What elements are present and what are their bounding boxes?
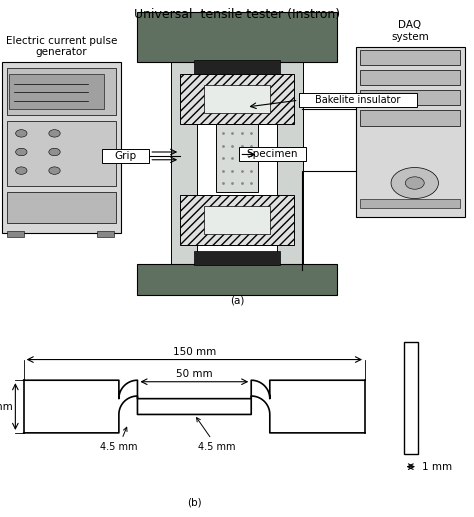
Circle shape xyxy=(405,177,424,189)
Circle shape xyxy=(16,167,27,174)
Bar xyxy=(360,199,460,208)
Bar xyxy=(180,195,294,245)
Text: 150 mm: 150 mm xyxy=(173,346,216,357)
Text: 15 mm: 15 mm xyxy=(0,402,12,412)
Bar xyxy=(9,74,104,109)
Bar xyxy=(299,93,417,107)
Bar xyxy=(204,85,270,113)
Circle shape xyxy=(16,130,27,137)
Bar xyxy=(216,124,258,192)
Bar xyxy=(360,70,460,85)
Bar xyxy=(360,50,460,65)
Bar xyxy=(403,342,418,454)
Text: Specimen: Specimen xyxy=(247,149,298,159)
Bar xyxy=(137,264,337,295)
Bar xyxy=(171,37,197,270)
Circle shape xyxy=(16,148,27,156)
Bar xyxy=(360,110,460,126)
Bar xyxy=(180,74,294,124)
Bar xyxy=(7,121,116,186)
Bar xyxy=(2,62,121,233)
Circle shape xyxy=(49,148,60,156)
Bar xyxy=(239,147,306,161)
Bar xyxy=(137,12,337,62)
Bar xyxy=(356,47,465,217)
Text: (b): (b) xyxy=(187,497,201,507)
Bar xyxy=(97,231,114,237)
Circle shape xyxy=(49,130,60,137)
Text: 50 mm: 50 mm xyxy=(176,369,213,379)
Circle shape xyxy=(49,167,60,174)
Text: (a): (a) xyxy=(230,296,244,306)
Text: Electric current pulse
generator: Electric current pulse generator xyxy=(6,36,117,57)
Bar xyxy=(7,231,24,237)
Bar xyxy=(277,37,303,270)
Bar xyxy=(102,149,149,163)
Circle shape xyxy=(391,168,438,199)
Bar xyxy=(194,60,280,74)
Text: 4.5 mm: 4.5 mm xyxy=(197,418,236,452)
Bar xyxy=(7,192,116,223)
Text: Bakelite insulator: Bakelite insulator xyxy=(315,95,401,105)
Text: DAQ
system: DAQ system xyxy=(391,20,429,42)
Bar xyxy=(360,90,460,105)
Text: 1 mm: 1 mm xyxy=(422,462,452,472)
Text: Universal  tensile tester (Instron): Universal tensile tester (Instron) xyxy=(134,8,340,21)
Bar xyxy=(194,251,280,265)
Bar xyxy=(204,206,270,234)
Bar xyxy=(7,68,116,115)
Text: 4.5 mm: 4.5 mm xyxy=(100,427,137,452)
Text: Grip: Grip xyxy=(115,151,137,161)
